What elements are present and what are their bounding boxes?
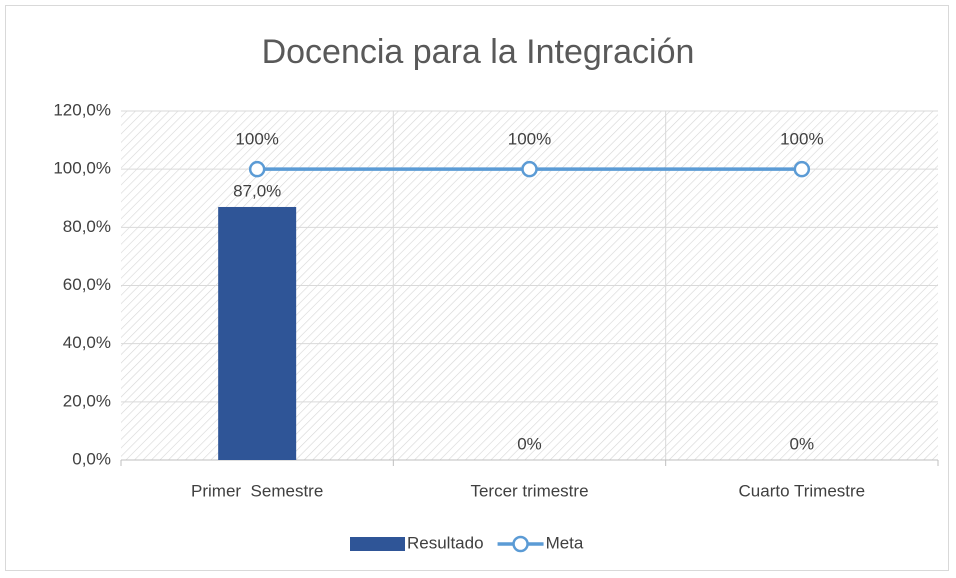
data-label: 100% [780,130,823,149]
y-tick-label: 120,0% [53,100,111,119]
data-label: 0% [790,434,815,453]
legend-label: Meta [546,533,584,552]
x-tick-label: Tercer trimestre [470,481,588,500]
line-marker [793,160,811,178]
legend-marker [512,535,529,553]
y-tick-label: 20,0% [63,391,111,410]
y-tick-label: 80,0% [63,217,111,236]
data-label: 100% [235,130,278,149]
line-marker [248,160,266,178]
data-label: 87,0% [233,181,281,200]
y-tick-label: 0,0% [72,449,111,468]
data-label: 100% [508,130,551,149]
legend-label: Resultado [407,533,484,552]
y-tick-label: 60,0% [63,275,111,294]
chart-title: Docencia para la Integración [262,33,695,71]
y-tick-label: 40,0% [63,333,111,352]
line-marker [521,160,538,178]
bar [218,206,297,460]
x-tick-label: Primer Semestre [191,481,323,500]
y-tick-label: 100,0% [53,159,111,178]
legend-swatch [350,537,405,551]
x-tick-label: Cuarto Trimestre [739,481,866,500]
data-label: 0% [517,434,542,453]
